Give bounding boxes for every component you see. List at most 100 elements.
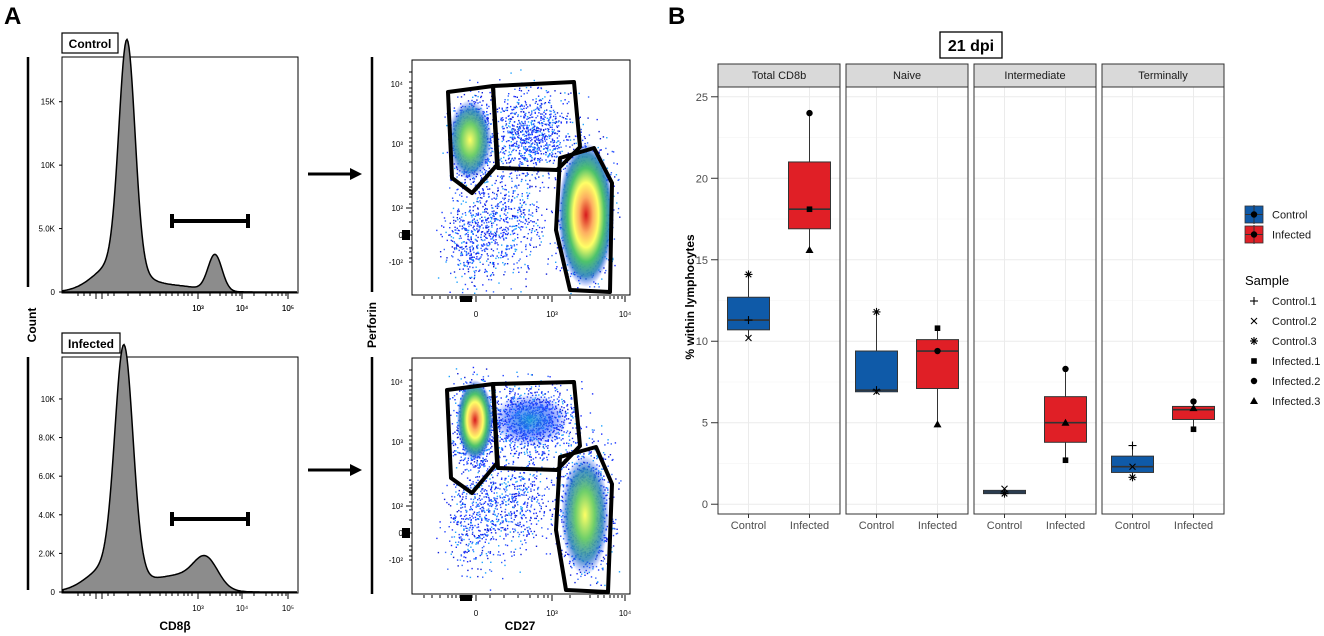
point-control-1 <box>1128 441 1137 450</box>
legend-sample-label: Control.1 <box>1272 296 1317 308</box>
control-gate-intermediate <box>491 80 582 172</box>
facet-terminally: Terminally Control Infected <box>1101 63 1225 532</box>
point-infected-3 <box>1061 418 1070 426</box>
control-hist-title: Control <box>69 37 112 51</box>
point-infected-2 <box>1190 398 1197 405</box>
infected-gate-intermediate <box>491 380 582 472</box>
point-control-3 <box>1128 473 1137 482</box>
infected-gate-terminal <box>554 445 614 594</box>
hist-x-tick-label: 10³ <box>192 604 204 613</box>
legend-sample-title: Sample <box>1245 273 1289 288</box>
facet-strip-label: Terminally <box>1138 70 1188 82</box>
point-infected-2 <box>934 347 941 355</box>
control-gate-terminal <box>554 146 614 294</box>
control-gate-bar <box>170 214 250 228</box>
flow-x-tick-label: 0 <box>474 609 479 618</box>
box-infected <box>916 328 959 425</box>
legend-sample-label: Control.2 <box>1272 316 1317 328</box>
count-axis-label: Count <box>25 308 39 343</box>
legend-sample-infected-1: Infected.1 <box>1251 356 1320 368</box>
facet-border <box>973 86 1097 515</box>
control-flow-ticks: 10⁴ 10³ 10² 0 -10² 0 10³ 10⁴ <box>389 71 632 319</box>
legend-sample-shape <box>1250 297 1258 305</box>
infected-hist-curve <box>62 343 297 593</box>
panel-b-letter: B <box>668 3 685 30</box>
infected-gate-naive <box>445 382 499 495</box>
hist-y-tick-label: 8.0K <box>39 434 56 443</box>
point-infected-1 <box>1062 457 1069 464</box>
legend-sample-shape <box>1250 337 1258 345</box>
infected-hist-frame <box>61 356 299 594</box>
control-hist-frame <box>61 56 299 294</box>
perforin-axis-label: Perforin <box>365 302 379 348</box>
title-box <box>939 31 1003 59</box>
point-infected-3 <box>933 420 942 428</box>
box-body <box>1111 455 1154 473</box>
hist-x-tick-label: 10³ <box>192 304 204 313</box>
hist-y-tick-label: 6.0K <box>39 472 56 481</box>
legend-group-control: Control <box>1244 205 1307 224</box>
flow-y-tick-label: 0 <box>399 529 404 538</box>
x-tick-label: Control <box>987 520 1022 532</box>
flow-x-tick-label: 0 <box>474 310 479 319</box>
flow-y-tick-label: 0 <box>399 231 404 240</box>
hist-y-tick-label: 2.0K <box>39 549 56 558</box>
hist-x-tick-label: 10⁵ <box>282 304 294 313</box>
point-infected-1 <box>1190 426 1197 433</box>
point-control-3 <box>1000 489 1009 498</box>
point-control-2 <box>1129 463 1136 471</box>
facet-border <box>845 86 969 515</box>
legend-sample-shape <box>1250 397 1258 404</box>
infected-intermediate-density <box>492 394 568 446</box>
infected-hist-title: Infected <box>68 337 114 351</box>
flow-x-tick-label: 10⁴ <box>619 310 632 319</box>
flow-y-tick-label: 10² <box>391 204 403 213</box>
hist-y-tick-label: 5.0K <box>39 225 56 234</box>
point-infected-1 <box>806 206 813 213</box>
infected-flow-plot: 10⁴ 10³ 10² 0 -10² 0 10³ 10⁴ <box>370 357 632 618</box>
hist-x-tick-label: 10⁴ <box>236 604 249 613</box>
box-control <box>727 274 770 338</box>
point-infected-1 <box>934 325 941 332</box>
legend-sample-shape <box>1251 358 1257 364</box>
control-histogram: Control 0 5.0K 10K 15K 10³ 10⁴ 10⁵ 10³ 10⁴ 10⁵ <box>26 32 299 313</box>
point-control-3 <box>744 270 753 279</box>
facet-total-cd8b: Total CD8b Control Infected <box>717 63 841 532</box>
flow-y-tick-label: 10³ <box>391 438 403 447</box>
control-gate-naive <box>446 84 499 195</box>
x-tick-label: Infected <box>790 520 829 532</box>
x-tick-label: Infected <box>918 520 957 532</box>
facet-strip-label: Naive <box>893 70 921 82</box>
flow-x-tick-label: 10³ <box>546 310 558 319</box>
control-gates <box>446 80 614 294</box>
point-infected-3 <box>805 245 814 253</box>
infected-hist-title-box <box>61 332 121 354</box>
hist-x-tick-label: 10⁴ <box>236 304 249 313</box>
legend-sample-label: Infected.2 <box>1272 376 1320 388</box>
box-control <box>855 311 898 393</box>
x-tick-label: Infected <box>1046 520 1085 532</box>
flow-y-tick-label: 10² <box>391 502 403 511</box>
control-hist-curve <box>62 38 297 293</box>
legend-sample-infected-3: Infected.3 <box>1250 396 1320 408</box>
infected-histogram: Infected 0 2.0K 4.0K 6.0K 8.0K 10K 10³ 10⁴ 10⁵ <box>26 332 299 613</box>
infected-hist-x-ticks: 10³ 10⁴ 10⁵ <box>77 593 294 613</box>
infected-terminal-density <box>561 455 609 575</box>
facet-intermediate: Intermediate Control Infected <box>973 63 1097 532</box>
infected-gates <box>445 380 614 594</box>
flow-y-tick-label: 10⁴ <box>391 80 404 89</box>
legend-sample-shape <box>1250 317 1258 325</box>
point-control-2 <box>1001 485 1008 493</box>
y-axis-label: % within lymphocytes <box>683 234 697 360</box>
infected-hist-y-ticks: 0 2.0K 4.0K 6.0K 8.0K 10K <box>39 395 62 597</box>
panel-b: B 21 dpi % within lymphocytes 0 5 10 15 20 25… <box>668 3 1320 532</box>
chart-title: 21 dpi <box>948 38 994 55</box>
legend-sample-label: Control.3 <box>1272 336 1317 348</box>
x-tick-label: Control <box>1115 520 1150 532</box>
x-tick-label: Control <box>731 520 766 532</box>
arrow-infected <box>308 464 362 476</box>
facet-strip-label: Intermediate <box>1004 70 1065 82</box>
box-body <box>916 339 959 390</box>
